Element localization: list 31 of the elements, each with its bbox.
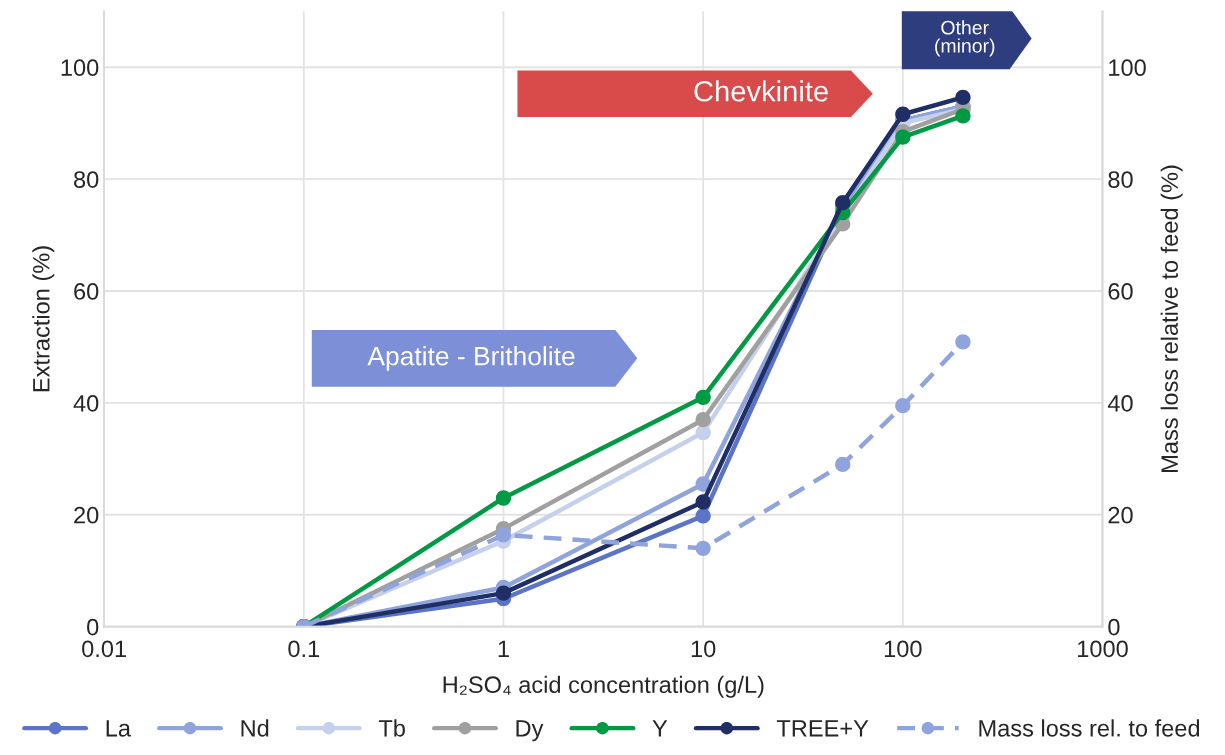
legend-label: Mass loss rel. to feed (979, 719, 1200, 737)
y2-tick-label: 100 (1109, 59, 1146, 77)
y2-tick-label: 0 (1108, 618, 1120, 636)
y-tick-label: 100 (61, 59, 99, 77)
x-tick-label: 0.01 (82, 640, 126, 658)
legend-label: Y (652, 720, 668, 737)
legend-label: La (106, 720, 131, 737)
y2-tick-label: 40 (1107, 394, 1133, 412)
x-tick-label: 0.1 (288, 640, 320, 658)
x-tick-label: 1000 (1078, 640, 1128, 658)
legend-label: Tb (378, 719, 405, 737)
y-tick-label: 60 (74, 283, 99, 300)
y-tick-label: 0 (87, 618, 99, 636)
y2-tick-label: 60 (1108, 283, 1133, 300)
x-tick-label: 10 (691, 640, 716, 658)
legend-label: TREE+Y (776, 720, 869, 737)
y-tick-label: 20 (74, 506, 99, 524)
y2-tick-label: 20 (1108, 506, 1133, 524)
annotation: Apatite - Britholite (367, 346, 575, 371)
legend-label: Dy (516, 720, 544, 742)
legend-label: Nd (241, 719, 269, 737)
x-tick-label: 1 (498, 640, 509, 657)
annotation: Other (minor) (935, 20, 995, 57)
annotation: Chevkinite (694, 80, 828, 102)
y-tick-label: 40 (73, 394, 99, 412)
y2-tick-label: 80 (1108, 171, 1133, 188)
y-tick-label: 80 (74, 171, 99, 188)
y2-axis-title: Mass loss relative to feed (%) (1160, 165, 1183, 472)
x-tick-label: 100 (884, 640, 922, 658)
x-axis-title: H₂SO₄ acid concentration (g/L) (443, 675, 764, 698)
y-axis-title: Extraction (%) (32, 246, 55, 392)
